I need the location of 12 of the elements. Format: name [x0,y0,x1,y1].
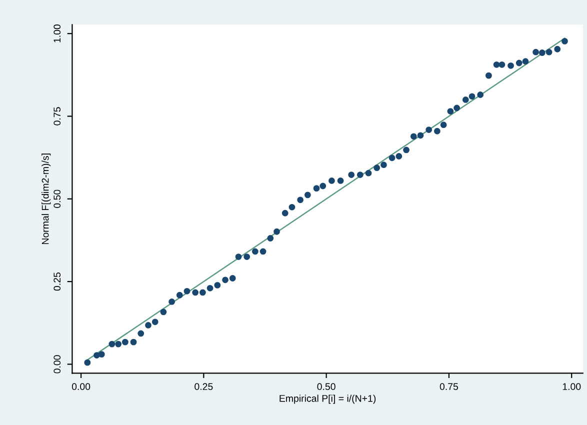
x-tick-label: 1.00 [562,383,581,390]
y-tick-label: 1.00 [54,24,61,42]
x-tick-label: 0.50 [317,383,336,390]
y-axis-title: Normal F[(dim2-m)/s] [42,154,51,244]
x-tick-label: 0.25 [194,383,213,390]
x-axis-title: Empirical P[i] = i/(N+1) [280,394,376,404]
y-tick-label: 0.00 [54,355,61,374]
y-tick-label: 0.50 [54,190,61,208]
x-tick-label: 0.75 [440,383,458,390]
y-tick-label: 0.25 [54,272,61,291]
y-tick-label: 0.75 [54,107,61,126]
x-tick-label: 0.00 [72,383,90,390]
